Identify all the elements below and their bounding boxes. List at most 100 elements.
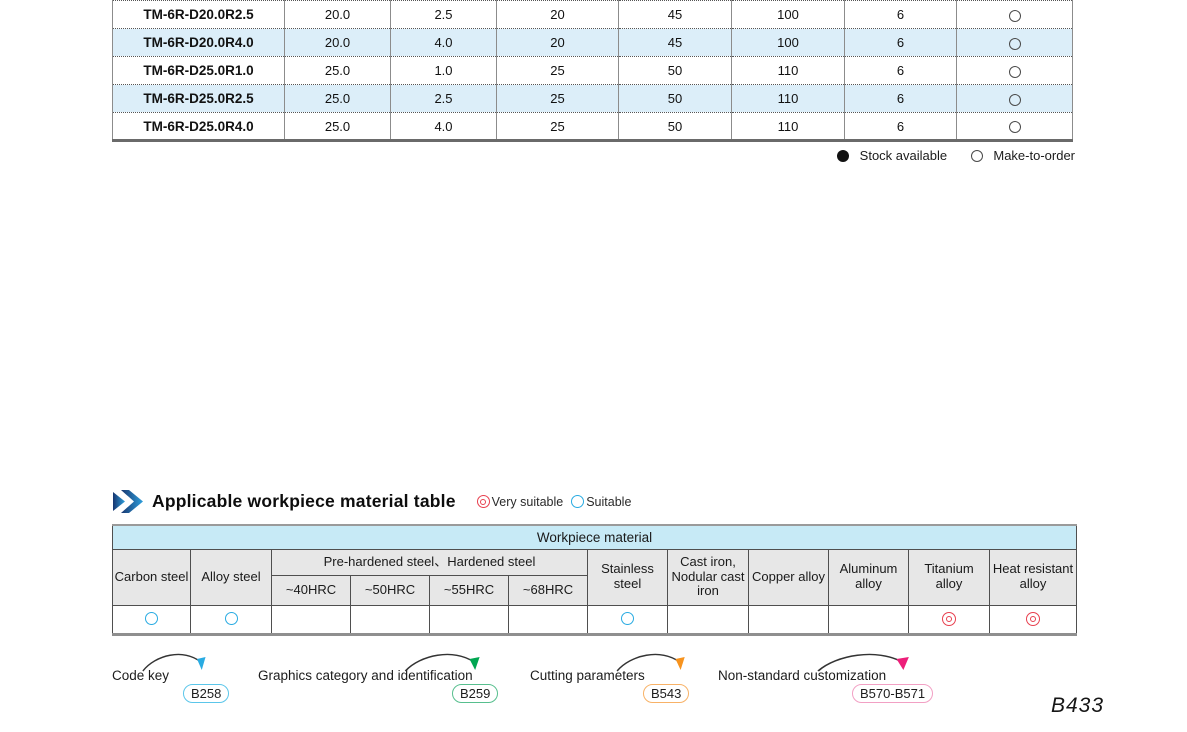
value-cell: 25: [496, 112, 619, 141]
code-key-label: Code key: [112, 668, 170, 683]
value-cell: 6: [844, 0, 957, 29]
value-cell: 100: [731, 0, 845, 29]
very-suitable-icon: [942, 611, 956, 626]
value-cell: 20.0: [284, 28, 391, 57]
value-cell: 25: [496, 84, 619, 113]
curved-arrow-icon: [142, 653, 206, 672]
rating-cell: [350, 604, 430, 635]
value-cell: 1.0: [390, 56, 497, 85]
section-title: Applicable workpiece material table: [152, 491, 456, 511]
rating-cell: [667, 604, 749, 635]
value-cell: 4.0: [390, 28, 497, 57]
stock-status-cell: [956, 28, 1073, 57]
col-heat-resistant-alloy: Heat resistant alloy: [988, 548, 1078, 606]
model-cell: TM-6R-D25.0R1.0: [112, 56, 285, 85]
value-cell: 25.0: [284, 56, 391, 85]
col-aluminum-alloy: Aluminum alloy: [828, 548, 909, 606]
suitability-legend: Very suitable Suitable: [469, 494, 631, 509]
model-cell: TM-6R-D20.0R2.5: [143, 7, 254, 22]
value-cell: 4.0: [390, 112, 497, 141]
col-50hrc: ~50HRC: [350, 574, 430, 606]
rating-cell: [112, 604, 191, 635]
make-to-order-icon: [1008, 65, 1021, 78]
model-cell: TM-6R-D25.0R2.5: [112, 84, 285, 113]
col-copper-alloy: Copper alloy: [748, 548, 829, 606]
rating-cell: [271, 604, 351, 635]
rating-cell: [508, 604, 588, 635]
value-cell: 6: [844, 84, 957, 113]
model-cell: TM-6R-D20.0R4.0: [112, 28, 285, 57]
material-table: Workpiece material Carbon steel Alloy st…: [111, 524, 1078, 636]
very-suitable-label: Very suitable: [491, 494, 564, 509]
very-suitable-icon: [1026, 611, 1041, 626]
suitable-legend: Suitable: [571, 495, 631, 509]
make-to-order-icon: [1008, 9, 1021, 22]
product-table: TM-6R-D20.0R2.5 20.0 2.5 20 45 100 6 TM-6R-D20.…: [112, 0, 1073, 142]
non-standard-label: Non-standard customization: [718, 668, 887, 683]
curved-arrow-icon: [817, 653, 909, 672]
workpiece-material-header: Workpiece material: [111, 524, 1078, 550]
stock-status-cell: [956, 84, 1073, 113]
rating-cell: [908, 604, 990, 635]
suitable-icon: [224, 612, 238, 626]
suitable-label: Suitable: [586, 494, 632, 509]
make-to-order-icon: [1008, 37, 1021, 50]
value-cell: 45: [618, 0, 732, 29]
stock-legend: Stock available Make-to-order: [112, 147, 1075, 163]
value-cell: 25.0: [284, 84, 391, 113]
make-to-order-legend: Make-to-order: [970, 147, 1075, 163]
page-ref-b259[interactable]: B259: [452, 684, 499, 703]
material-section-header: Applicable workpiece material table Very…: [113, 490, 631, 513]
value-cell: 110: [731, 112, 845, 141]
rating-cell: [587, 604, 668, 635]
col-prehardened-group: Pre-hardened steel、Hardened steel: [271, 548, 588, 576]
page-ref-b543[interactable]: B543: [643, 684, 690, 703]
value-cell: 2.5: [390, 0, 497, 29]
rating-cell: [190, 604, 272, 635]
rating-cell: [988, 604, 1078, 635]
value-cell: 100: [731, 28, 845, 57]
value-cell: 2.5: [390, 84, 497, 113]
double-chevron-icon: [113, 490, 143, 513]
value-cell: 6: [844, 56, 957, 85]
product-table-body: TM-6R-D20.0R2.5 20.0 2.5 20 45 100 6 TM-6R-D20.…: [112, 0, 1073, 141]
value-cell: 6: [844, 28, 957, 57]
table-row: TM-6R-D20.0R2.5 20.0 2.5 20 45 100 6: [113, 0, 1073, 29]
table-row: TM-6R-D20.0R4.0 20.0 4.0 20 45 100 6: [112, 28, 1073, 57]
stock-available-label: Stock available: [859, 148, 948, 164]
value-cell: 110: [731, 56, 845, 85]
very-suitable-icon: [476, 495, 490, 508]
table-row: TM-6R-D25.0R1.0 25.0 1.0 25 50 110 6: [112, 56, 1073, 85]
value-cell: 25: [496, 56, 619, 85]
material-table-section: Workpiece material Carbon steel Alloy st…: [111, 524, 1078, 636]
make-to-order-icon: [970, 149, 983, 162]
make-to-order-icon: [1008, 93, 1021, 106]
rating-cell: [748, 604, 829, 635]
make-to-order-icon: [1008, 121, 1021, 134]
value-cell: 50: [618, 112, 732, 141]
col-55hrc: ~55HRC: [429, 574, 509, 606]
stock-status-cell: [956, 0, 1073, 29]
col-carbon-steel: Carbon steel: [112, 548, 191, 606]
page-ref-b258[interactable]: B258: [183, 684, 230, 703]
value-cell: 25.0: [284, 112, 391, 141]
col-stainless-steel: Stainless steel: [587, 548, 668, 606]
value-cell: 110: [731, 84, 845, 113]
suitable-icon: [621, 612, 634, 626]
value-cell: 20: [496, 0, 619, 29]
ratings-row: [112, 604, 1078, 635]
curved-arrow-icon: [404, 653, 480, 672]
value-cell: 50: [618, 56, 732, 85]
value-cell: 20: [496, 28, 619, 57]
value-cell: 6: [844, 112, 957, 141]
page-number: B433: [1051, 694, 1105, 717]
col-40hrc: ~40HRC: [271, 574, 351, 606]
page-ref-b570-b571[interactable]: B570-B571: [852, 684, 934, 703]
product-table-section: TM-6R-D20.0R2.5 20.0 2.5 20 45 100 6 TM-6R-D20.…: [112, 0, 1073, 142]
suitable-icon: [571, 495, 585, 508]
graphics-category-label: Graphics category and identification: [258, 668, 473, 683]
stock-available-legend: Stock available: [837, 147, 951, 164]
stock-available-icon: [837, 149, 850, 162]
very-suitable-legend: Very suitable: [476, 494, 564, 509]
